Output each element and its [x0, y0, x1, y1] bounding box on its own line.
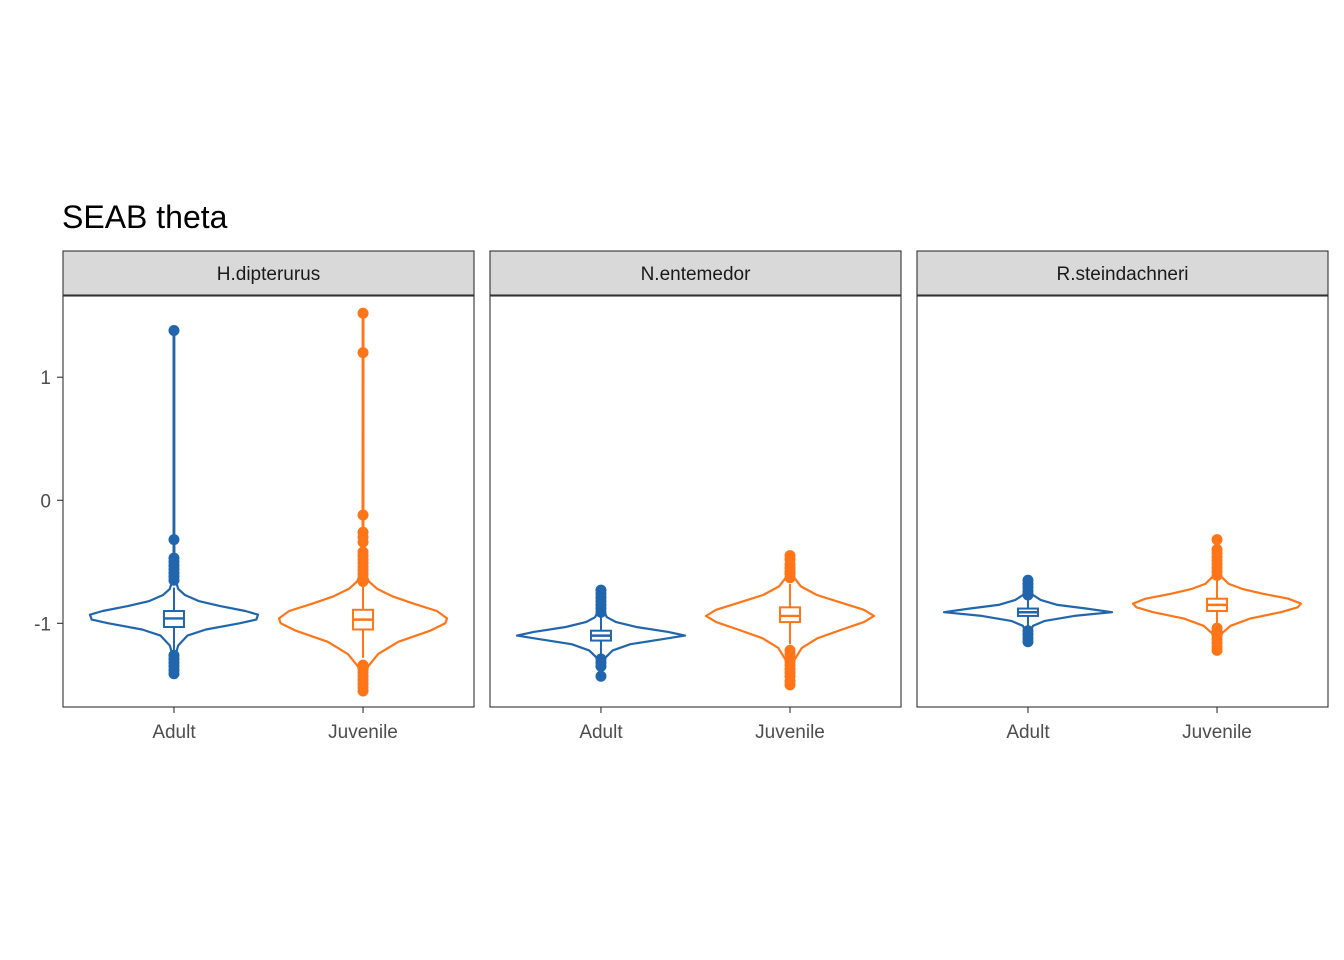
- facet-strip: [916, 250, 1329, 296]
- box: [779, 606, 802, 624]
- outlier-point: [357, 575, 369, 587]
- x-tick-label: Juvenile: [328, 722, 398, 743]
- x-tick-label: Adult: [1006, 722, 1050, 743]
- facet-panel: N.entemedor Adult Juvenile: [489, 250, 902, 743]
- chart-title: SEAB theta: [62, 199, 228, 235]
- y-tick-label: 1: [40, 368, 51, 389]
- outlier-point: [1022, 636, 1034, 648]
- facet-strip: [489, 250, 902, 296]
- facet-strip-label: R.steindachneri: [1056, 264, 1188, 285]
- outlier-point: [168, 574, 180, 586]
- facet-strip-label: N.entemedor: [641, 264, 752, 285]
- outlier-point: [1211, 534, 1223, 546]
- outlier-point: [357, 307, 369, 319]
- x-tick-label: Adult: [579, 722, 623, 743]
- group-juvenile: [1131, 534, 1303, 656]
- group-adult: [942, 574, 1114, 648]
- panel-background: [490, 296, 901, 707]
- outlier-point: [784, 679, 796, 691]
- y-tick-label: -1: [34, 614, 51, 635]
- outlier-point: [595, 670, 607, 682]
- outlier-point: [1211, 569, 1223, 581]
- x-tick-label: Juvenile: [1182, 722, 1252, 743]
- outlier-point: [357, 685, 369, 697]
- outlier-point: [357, 536, 369, 548]
- x-tick-label: Juvenile: [755, 722, 825, 743]
- panel-background: [63, 296, 474, 707]
- outlier-point: [595, 660, 607, 672]
- panel-border: [489, 295, 902, 708]
- group-adult: [88, 324, 260, 680]
- panel-background: [917, 296, 1328, 707]
- y-tick-label: 0: [40, 491, 51, 512]
- group-adult: [515, 584, 687, 682]
- outlier-point: [168, 534, 180, 546]
- outlier-point: [168, 324, 180, 336]
- group-juvenile: [704, 550, 876, 691]
- outlier-point: [1022, 589, 1034, 601]
- outlier-point: [357, 509, 369, 521]
- facet-strip: [62, 250, 475, 296]
- outlier-point: [357, 347, 369, 359]
- x-tick-label: Adult: [152, 722, 196, 743]
- outlier-point: [168, 668, 180, 680]
- facet-panel: H.dipterurus Adult Juvenile: [62, 250, 475, 743]
- outlier-point: [784, 572, 796, 584]
- outlier-point: [1211, 644, 1223, 656]
- outlier-point: [595, 606, 607, 618]
- facet-strip-label: H.dipterurus: [217, 264, 321, 285]
- panel-border: [62, 295, 475, 708]
- group-juvenile: [277, 307, 449, 697]
- panel-border: [916, 295, 1329, 708]
- facet-panel: R.steindachneri Adult Juvenile: [916, 250, 1329, 743]
